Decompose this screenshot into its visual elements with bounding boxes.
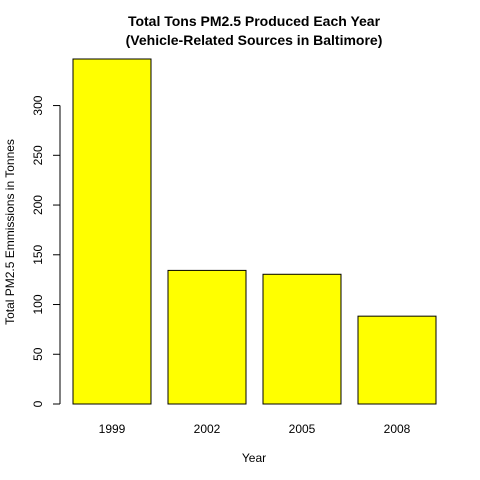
- y-axis-label: Total PM2.5 Emmissions in Tonnes: [3, 139, 17, 325]
- y-tick-label: 100: [31, 294, 45, 314]
- x-axis-label: Year: [242, 451, 266, 465]
- bar-2002: [167, 269, 247, 405]
- x-tick-label: 2002: [194, 422, 221, 436]
- x-tick-label: 1999: [99, 422, 126, 436]
- chart-title-line-1: Total Tons PM2.5 Produced Each Year: [128, 13, 381, 29]
- x-axis-labels: 1999 2002 2005 2008: [99, 422, 411, 436]
- bar-2008: [357, 315, 437, 405]
- y-tick-label: 150: [31, 244, 45, 264]
- x-tick-label: 2005: [289, 422, 316, 436]
- bars-group: [72, 58, 437, 405]
- y-tick-label: 200: [31, 195, 45, 215]
- y-axis: 0 50 100 150 200 250 300: [31, 95, 61, 407]
- bar-1999: [72, 58, 152, 405]
- y-tick-label: 50: [31, 347, 45, 361]
- y-tick-label: 300: [31, 95, 45, 115]
- chart-title-line-2: (Vehicle-Related Sources in Baltimore): [126, 32, 383, 48]
- bar-2005: [262, 273, 342, 405]
- y-tick-label: 0: [31, 400, 45, 407]
- y-tick-label: 250: [31, 145, 45, 165]
- x-tick-label: 2008: [384, 422, 411, 436]
